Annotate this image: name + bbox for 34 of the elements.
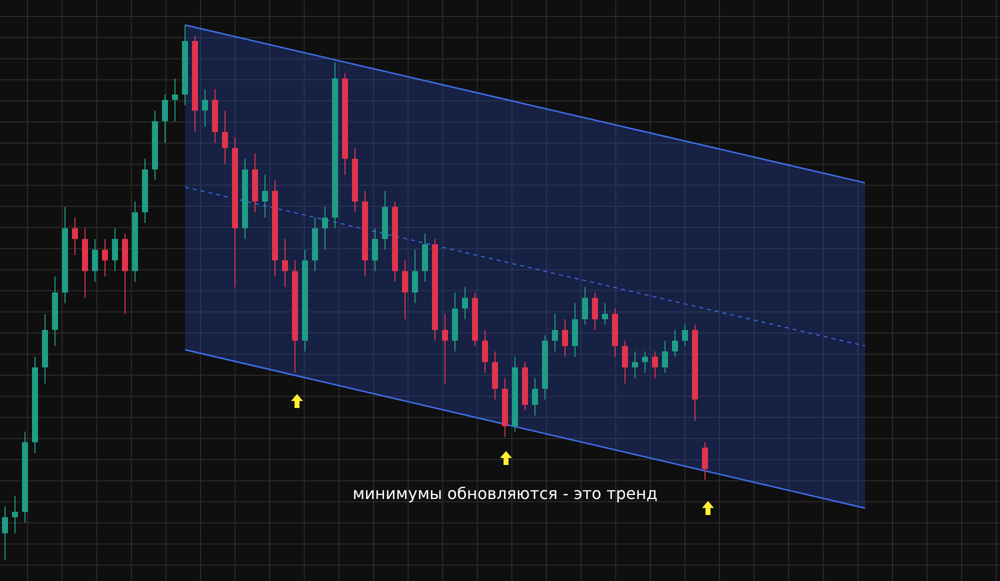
- candlestick: [552, 313, 558, 352]
- candlestick: [282, 238, 288, 288]
- candlestick: [12, 495, 18, 534]
- candlestick: [202, 88, 208, 128]
- candlestick: [602, 302, 608, 326]
- candlestick: [262, 174, 268, 218]
- candlestick: [582, 286, 588, 326]
- candlestick: [652, 350, 658, 379]
- candlestick: [562, 318, 568, 358]
- candlestick: [592, 292, 598, 330]
- candlestick: [482, 329, 488, 374]
- candlestick: [622, 340, 628, 384]
- annotation: минимумы обновляются - это тренд: [352, 484, 658, 503]
- candlestick: [442, 313, 448, 384]
- candlestick: [172, 78, 178, 122]
- candlestick: [102, 238, 108, 277]
- candlestick: [162, 94, 168, 144]
- candlestick: [92, 238, 98, 282]
- candlestick: [632, 350, 638, 379]
- candlestick: [112, 228, 118, 272]
- candlestick: [222, 110, 228, 165]
- candlestick: [412, 249, 418, 304]
- candlestick: [702, 442, 708, 480]
- candlestick: [642, 350, 648, 374]
- candlestick: [532, 378, 538, 416]
- candlestick: [72, 217, 78, 256]
- candlestick: [2, 506, 8, 560]
- candlestick: [402, 260, 408, 320]
- candlestick: [372, 228, 378, 272]
- candlestick: [682, 324, 688, 346]
- candlestick: [322, 206, 328, 250]
- candlestick: [462, 286, 468, 320]
- candlestick: [672, 329, 678, 358]
- candlestick: [662, 340, 668, 374]
